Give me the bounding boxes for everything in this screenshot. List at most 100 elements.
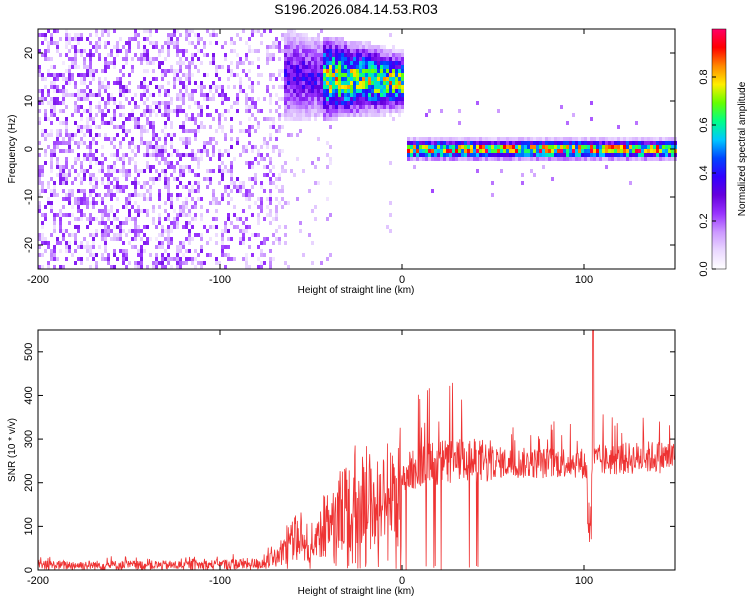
spectrogram-cell bbox=[41, 185, 44, 189]
spectrogram-cell bbox=[353, 77, 356, 81]
spectrogram-cell bbox=[350, 77, 353, 81]
spectrogram-cell bbox=[371, 89, 374, 93]
spectrogram-cell bbox=[332, 81, 335, 85]
spectrogram-cell bbox=[287, 101, 290, 105]
spectrogram-cell bbox=[50, 105, 53, 109]
spectrogram-cell bbox=[311, 89, 314, 93]
spectrogram-cell bbox=[422, 149, 425, 153]
spectrogram-cell bbox=[161, 241, 164, 245]
spectrogram-cell bbox=[401, 85, 404, 89]
spectrogram-cell bbox=[143, 29, 146, 33]
spectrogram-cell bbox=[215, 69, 218, 73]
spectrogram-cell bbox=[161, 233, 164, 237]
spectrogram-cell bbox=[197, 57, 200, 61]
spectrogram-cell bbox=[371, 97, 374, 101]
spectrogram-cell bbox=[251, 253, 254, 257]
spectrogram-cell bbox=[119, 81, 122, 85]
spectrogram-cell bbox=[125, 133, 128, 137]
spectrogram-cell bbox=[281, 189, 284, 193]
spectrogram-cell bbox=[341, 77, 344, 81]
spectrogram-cell bbox=[146, 153, 149, 157]
snr-xtick-label: 100 bbox=[575, 575, 593, 587]
spectrogram-cell bbox=[155, 265, 158, 269]
spectrogram-cell bbox=[254, 101, 257, 105]
spectrogram-cell bbox=[257, 121, 260, 125]
spectrogram-cell bbox=[461, 153, 464, 157]
spectrogram-cell bbox=[317, 137, 320, 141]
spectrogram-cell bbox=[329, 73, 332, 77]
spectrogram-cell bbox=[137, 117, 140, 121]
spectrogram-cell bbox=[326, 37, 329, 41]
spectrogram-cell bbox=[191, 205, 194, 209]
spectrogram-cell bbox=[38, 189, 41, 193]
spectrogram-cell bbox=[224, 165, 227, 169]
spectrogram-cell bbox=[341, 97, 344, 101]
spectrogram-cell bbox=[95, 133, 98, 137]
spectrogram-cell bbox=[167, 81, 170, 85]
spectrogram-cell bbox=[644, 157, 647, 161]
spectrogram-cell bbox=[143, 153, 146, 157]
spectrogram-cell bbox=[560, 157, 563, 161]
spectrogram-cell bbox=[134, 37, 137, 41]
spectrogram-cell bbox=[131, 141, 134, 145]
spectrogram-cell bbox=[200, 149, 203, 153]
spectrogram-cell bbox=[59, 213, 62, 217]
spectrogram-cell bbox=[38, 177, 41, 181]
spectrogram-cell bbox=[131, 217, 134, 221]
spectrogram-cell bbox=[635, 121, 638, 125]
spectrogram-cell bbox=[437, 153, 440, 157]
spectrogram-cell bbox=[104, 225, 107, 229]
spectrogram-cell bbox=[245, 217, 248, 221]
spectrogram-cell bbox=[41, 41, 44, 45]
spectrogram-cell bbox=[527, 153, 530, 157]
spectrogram-cell bbox=[83, 245, 86, 249]
spectrogram-cell bbox=[308, 97, 311, 101]
spectrogram-cell bbox=[377, 45, 380, 49]
spectrogram-cell bbox=[161, 129, 164, 133]
spectrogram-cell bbox=[206, 241, 209, 245]
spectrogram-cell bbox=[263, 165, 266, 169]
spectrogram-cell bbox=[278, 69, 281, 73]
spectrogram-cell bbox=[77, 37, 80, 41]
spectrogram-cell bbox=[287, 117, 290, 121]
spectrogram-cell bbox=[104, 85, 107, 89]
spectrogram-cell bbox=[302, 81, 305, 85]
spectrogram-cell bbox=[143, 225, 146, 229]
spectrogram-cell bbox=[317, 157, 320, 161]
spectrogram-cell bbox=[332, 105, 335, 109]
spectrogram-cell bbox=[152, 177, 155, 181]
spectrogram-cell bbox=[158, 213, 161, 217]
spectrogram-cell bbox=[119, 249, 122, 253]
snr-xtick-label: -100 bbox=[209, 575, 231, 587]
spectrogram-cell bbox=[359, 85, 362, 89]
spectrogram-cell bbox=[395, 53, 398, 57]
spectrogram-cell bbox=[671, 157, 674, 161]
spectrogram-cell bbox=[38, 193, 41, 197]
spectrogram-cell bbox=[494, 157, 497, 161]
spectrogram-cell bbox=[239, 85, 242, 89]
spectrogram-cell bbox=[347, 61, 350, 65]
spectrogram-cell bbox=[401, 97, 404, 101]
spectrogram-cell bbox=[182, 153, 185, 157]
spectrogram-cell bbox=[398, 49, 401, 53]
spectrogram-cell bbox=[365, 65, 368, 69]
spectrogram-cell bbox=[176, 225, 179, 229]
spectrogram-cell bbox=[164, 145, 167, 149]
spectrogram-cell bbox=[344, 97, 347, 101]
spectrogram-cell bbox=[38, 89, 41, 93]
spectrogram-cell bbox=[431, 141, 434, 145]
spectrogram-cell bbox=[89, 33, 92, 37]
spectrogram-cell bbox=[659, 157, 662, 161]
spectrogram-cell bbox=[206, 229, 209, 233]
spectrogram-cell bbox=[197, 41, 200, 45]
spectrogram-cell bbox=[122, 85, 125, 89]
spectrogram-cell bbox=[77, 225, 80, 229]
spectrogram-cell bbox=[305, 105, 308, 109]
spectrogram-cell bbox=[182, 53, 185, 57]
spectrogram-cell bbox=[104, 241, 107, 245]
spectrogram-cell bbox=[50, 97, 53, 101]
spectrogram-cell bbox=[269, 137, 272, 141]
spectrogram-cell bbox=[314, 81, 317, 85]
spectrogram-cell bbox=[386, 89, 389, 93]
spectrogram-cell bbox=[365, 45, 368, 49]
